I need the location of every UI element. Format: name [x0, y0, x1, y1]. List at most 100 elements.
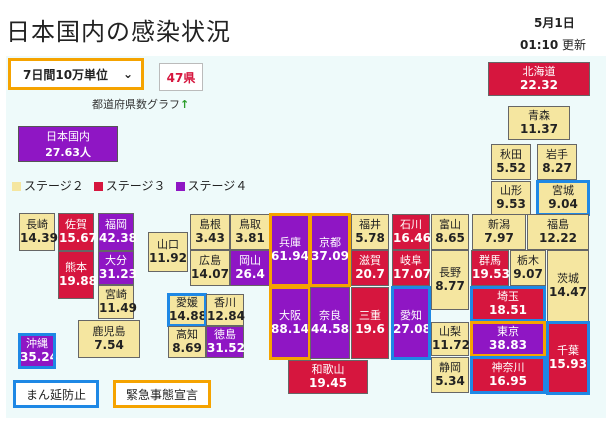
prefecture-tile[interactable]: 富山 8.65 [431, 214, 469, 250]
prefecture-tile[interactable]: 島根 3.43 [190, 214, 230, 250]
prefecture-name: 福岡 [105, 217, 127, 231]
prefecture-tile[interactable]: 茨城 14.47 [547, 250, 589, 322]
prefecture-value: 26.4 [235, 267, 265, 282]
legend-item: ステージ４ [175, 177, 248, 194]
prefecture-tile[interactable]: 鳥取 3.81 [230, 214, 270, 250]
prefecture-name: 富山 [439, 217, 461, 231]
prefecture-tile[interactable]: 大阪 88.14 [269, 286, 311, 360]
prefecture-tile[interactable]: 福島 12.22 [527, 214, 589, 250]
prefecture-value: 88.14 [271, 322, 309, 337]
prefecture-tile[interactable]: 山口 11.92 [148, 232, 188, 272]
prefecture-tile[interactable]: 福井 5.78 [351, 214, 389, 250]
prefecture-name: 北海道 [522, 64, 556, 78]
stage-legend: ステージ２ ステージ３ ステージ４ [12, 177, 247, 194]
prefecture-tile[interactable]: 埼玉 18.51 [470, 286, 546, 322]
prefecture-name: 兵庫 [279, 235, 301, 249]
prefecture-tile[interactable]: 香川 12.84 [206, 294, 245, 326]
prefecture-count-badge[interactable]: 47県 [159, 63, 203, 91]
prefecture-tile[interactable]: 千葉 15.93 [546, 321, 590, 395]
prefecture-name: 愛媛 [176, 295, 198, 309]
prefecture-name: 宮崎 [105, 287, 127, 301]
prefecture-tile[interactable]: 静岡 5.34 [431, 357, 469, 393]
prefecture-tile[interactable]: 沖縄 35.24 [18, 333, 58, 369]
prefecture-tile[interactable]: 青森 11.37 [508, 106, 570, 140]
prefecture-value: 15.93 [549, 357, 587, 372]
prefecture-value: 16.46 [393, 231, 431, 246]
prefecture-value: 15.67 [59, 231, 97, 246]
prefecture-value: 16.95 [489, 374, 527, 389]
prefecture-value: 19.45 [309, 376, 347, 391]
prefecture-tile[interactable]: 福岡 42.38 [98, 213, 137, 251]
prefecture-value: 37.09 [311, 249, 349, 264]
prefecture-tile[interactable]: 京都 37.09 [309, 213, 351, 287]
prefecture-name: 島根 [199, 217, 221, 231]
prefecture-tile[interactable]: 兵庫 61.94 [269, 213, 311, 287]
prefecture-tile[interactable]: 熊本 19.88 [58, 251, 97, 299]
prefecture-tile[interactable]: 大分 31.23 [98, 251, 137, 285]
prefecture-value: 11.92 [149, 251, 187, 266]
prefecture-name: 岐阜 [400, 253, 422, 267]
prefecture-tile[interactable]: 北海道 22.32 [488, 62, 590, 96]
prefecture-name: 大分 [105, 253, 127, 267]
prefecture-name: 山形 [500, 183, 522, 197]
period-select[interactable]: 7日間10万単位 ⌄ [8, 58, 144, 90]
prefecture-value: 11.49 [99, 301, 137, 316]
prefecture-value: 14.07 [191, 267, 229, 282]
prefecture-tile[interactable]: 三重 19.6 [351, 287, 389, 359]
prefecture-name: 山梨 [439, 324, 461, 338]
prefecture-tile[interactable]: 徳島 31.52 [206, 326, 245, 358]
prefecture-tile[interactable]: 和歌山 19.45 [288, 360, 368, 394]
prefecture-value: 12.84 [207, 309, 245, 324]
prefecture-tile[interactable]: 石川 16.46 [392, 214, 431, 250]
prefecture-tile[interactable]: 奈良 44.58 [310, 287, 350, 359]
legend-label: ステージ４ [187, 179, 248, 193]
prefecture-name: 群馬 [479, 253, 501, 267]
prefecture-value: 18.51 [489, 303, 527, 318]
prefecture-tile[interactable]: 宮城 9.04 [536, 180, 590, 216]
prefecture-name: 熊本 [65, 260, 87, 274]
prefecture-tile[interactable]: 宮崎 11.49 [98, 285, 137, 319]
prefecture-tile[interactable]: 滋賀 20.7 [351, 250, 389, 286]
prefecture-name: 京都 [319, 235, 341, 249]
prefecture-name: 岩手 [546, 147, 568, 161]
prefecture-tile[interactable]: 新潟 7.97 [472, 214, 526, 250]
prefecture-tile[interactable]: 広島 14.07 [190, 250, 230, 286]
prefecture-value: 5.34 [435, 374, 465, 389]
prefecture-tile[interactable]: 岐阜 17.07 [392, 250, 431, 286]
prefecture-name: 福井 [359, 217, 381, 231]
prefecture-value: 5.52 [496, 161, 526, 176]
prefecture-tile[interactable]: 岩手 8.27 [537, 144, 577, 180]
prefecture-value: 12.22 [539, 231, 577, 246]
prefecture-tile[interactable]: 長野 8.77 [431, 250, 469, 310]
prefecture-name: 千葉 [557, 343, 579, 357]
prefecture-tile[interactable]: 岡山 26.4 [230, 250, 270, 286]
prefecture-tile[interactable]: 神奈川 16.95 [470, 356, 546, 394]
prefecture-name: 三重 [359, 308, 381, 322]
prefecture-name: 鹿児島 [92, 324, 126, 338]
prefecture-value: 9.53 [496, 197, 526, 212]
prefecture-tile[interactable]: 山形 9.53 [491, 181, 531, 215]
legend-swatch [93, 182, 103, 191]
prefecture-name: 長崎 [26, 217, 48, 231]
prefecture-tile[interactable]: 佐賀 15.67 [58, 213, 97, 251]
prefecture-tile[interactable]: 愛媛 14.88 [167, 293, 207, 327]
prefecture-name: 広島 [199, 253, 221, 267]
legend-item: ステージ２ [12, 177, 84, 194]
prefecture-tile[interactable]: 長崎 14.39 [19, 213, 58, 251]
national-total[interactable]: 日本国内 27.63人 [18, 126, 118, 162]
prefecture-value: 22.32 [520, 78, 558, 93]
prefecture-tile[interactable]: 秋田 5.52 [491, 144, 531, 180]
prefecture-tile[interactable]: 鹿児島 7.54 [78, 320, 140, 358]
graph-link[interactable]: 都道府県数グラフ↑ [92, 96, 189, 112]
graph-link-label: 都道府県数グラフ [92, 98, 180, 111]
manen-boshi-button[interactable]: まん延防止 [13, 380, 99, 408]
prefecture-tile[interactable]: 群馬 19.53 [471, 250, 510, 286]
prefecture-value: 42.38 [99, 231, 137, 246]
prefecture-tile[interactable]: 東京 38.83 [470, 321, 546, 357]
prefecture-value: 61.94 [271, 249, 309, 264]
emergency-button[interactable]: 緊急事態宣言 [113, 380, 211, 408]
prefecture-tile[interactable]: 栃木 9.07 [510, 250, 546, 286]
prefecture-tile[interactable]: 山梨 11.72 [431, 322, 470, 356]
prefecture-tile[interactable]: 高知 8.69 [168, 326, 206, 358]
prefecture-tile[interactable]: 愛知 27.08 [391, 286, 431, 360]
